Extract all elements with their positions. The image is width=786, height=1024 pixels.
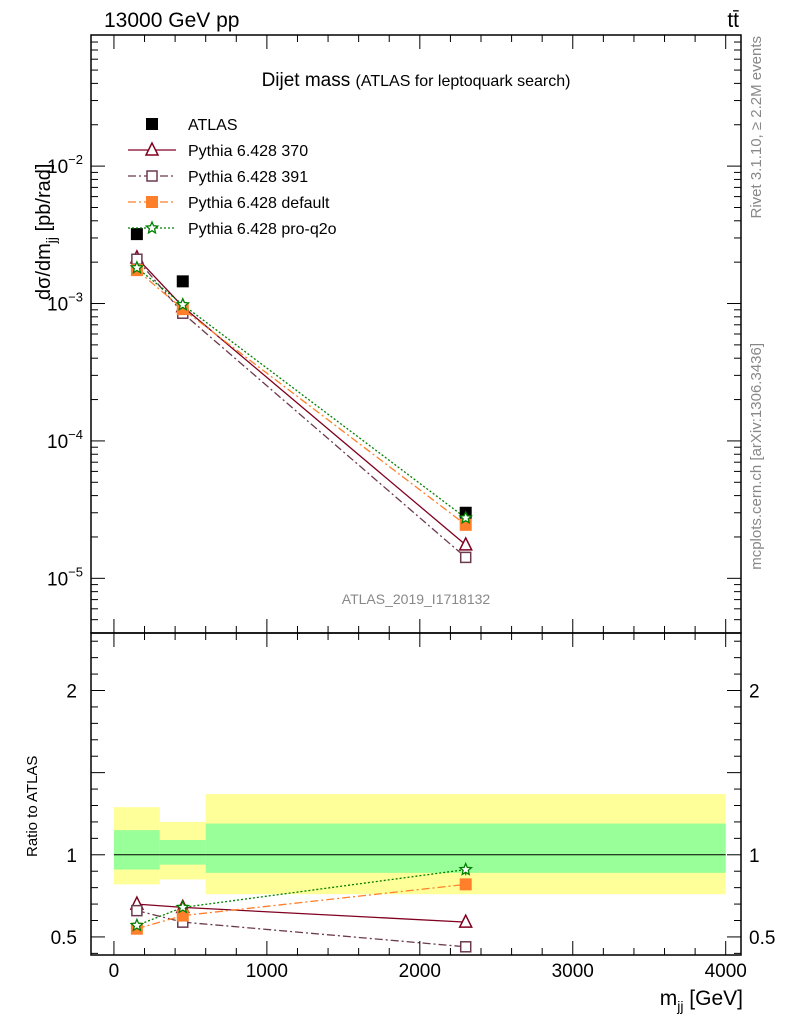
main-point-2-2 (459, 551, 472, 564)
legend: ATLAS Pythia 6.428 370 Pythia 6.428 391 Pyt… (128, 117, 337, 238)
ratio-y-axis-label: Ratio to ATLAS (24, 756, 41, 857)
legend-label-0: ATLAS (188, 117, 238, 134)
ratio-series-line-1 (136, 909, 466, 948)
ratio-plot-frame (90, 632, 742, 956)
ratio-ytick-label-right-0: 0.5 (749, 928, 775, 949)
x-tick-label-3: 3000 (552, 961, 594, 982)
ratio-ytick-label-left-2: 2 (66, 682, 77, 703)
ratio-point-1-0 (131, 904, 143, 917)
main-ytick-label-3: 10−5 (47, 564, 83, 590)
main-point-0-1 (176, 275, 189, 288)
legend-label-3: Pythia 6.428 default (188, 195, 330, 212)
legend-label-1: Pythia 6.428 370 (188, 143, 308, 160)
legend-marker-2 (146, 170, 158, 182)
x-axis-label: mjj [GeV] (660, 987, 743, 1014)
axis-ticks (91, 34, 741, 955)
ratio-ytick-label-left-1: 1 (66, 846, 77, 867)
ratio-ytick-label-right-1: 1 (749, 846, 760, 867)
main-point-1-2 (458, 536, 473, 551)
ratio-ytick-label-right-2: 2 (749, 682, 760, 703)
process-label: tt̄ (727, 9, 739, 32)
rivet-version-label: Rivet 3.1.10, ≥ 2.2M events (748, 36, 765, 219)
ratio-series-markers (129, 861, 474, 953)
legend-marker-4 (144, 220, 160, 235)
legend-marker-0 (146, 118, 158, 130)
main-series-markers (129, 228, 474, 564)
ratio-ytick-label-left-0: 0.5 (51, 928, 77, 949)
main-point-4-0 (129, 260, 145, 274)
legend-label-2: Pythia 6.428 391 (188, 169, 308, 186)
main-point-0-0 (130, 228, 143, 241)
ratio-point-3-1 (175, 899, 191, 914)
ratio-point-2-2 (459, 878, 472, 891)
x-tick-label-4: 4000 (705, 961, 747, 982)
main-point-4-2 (458, 510, 474, 525)
x-tick-label-2: 2000 (399, 961, 441, 982)
ratio-point-1-2 (459, 941, 472, 953)
main-y-axis-label: dσ/dmjj [pb/rad] (33, 164, 59, 300)
ratio-point-0-2 (458, 913, 473, 928)
energy-label: 13000 GeV pp (104, 9, 239, 32)
x-tick-label-0: 0 (109, 961, 120, 982)
ratio-band-inner-1 (159, 840, 206, 865)
mcplots-url-label: mcplots.cern.ch [arXiv:1306.3436] (748, 343, 765, 570)
ratio-point-2-1 (176, 909, 189, 922)
main-ytick-label-0: 10−2 (47, 152, 83, 178)
ratio-point-3-2 (458, 861, 474, 876)
main-point-4-1 (175, 297, 191, 312)
main-series-line-1 (136, 257, 467, 546)
analysis-id-label: ATLAS_2019_I1718132 (342, 591, 491, 607)
main-ytick-label-1: 10−3 (47, 290, 83, 316)
ratio-point-3-0 (129, 917, 145, 932)
main-ytick-label-2: 10−4 (47, 427, 83, 453)
legend-marker-1 (144, 141, 160, 156)
legend-label-4: Pythia 6.428 pro-q2o (188, 221, 337, 238)
x-tick-label-1: 1000 (246, 961, 288, 982)
legend-marker-3 (146, 196, 158, 208)
ratio-uncertainty-bands (113, 794, 726, 895)
ratio-band-inner-0 (113, 830, 160, 870)
plot-title: Dijet mass (ATLAS for leptoquark search) (262, 70, 571, 91)
